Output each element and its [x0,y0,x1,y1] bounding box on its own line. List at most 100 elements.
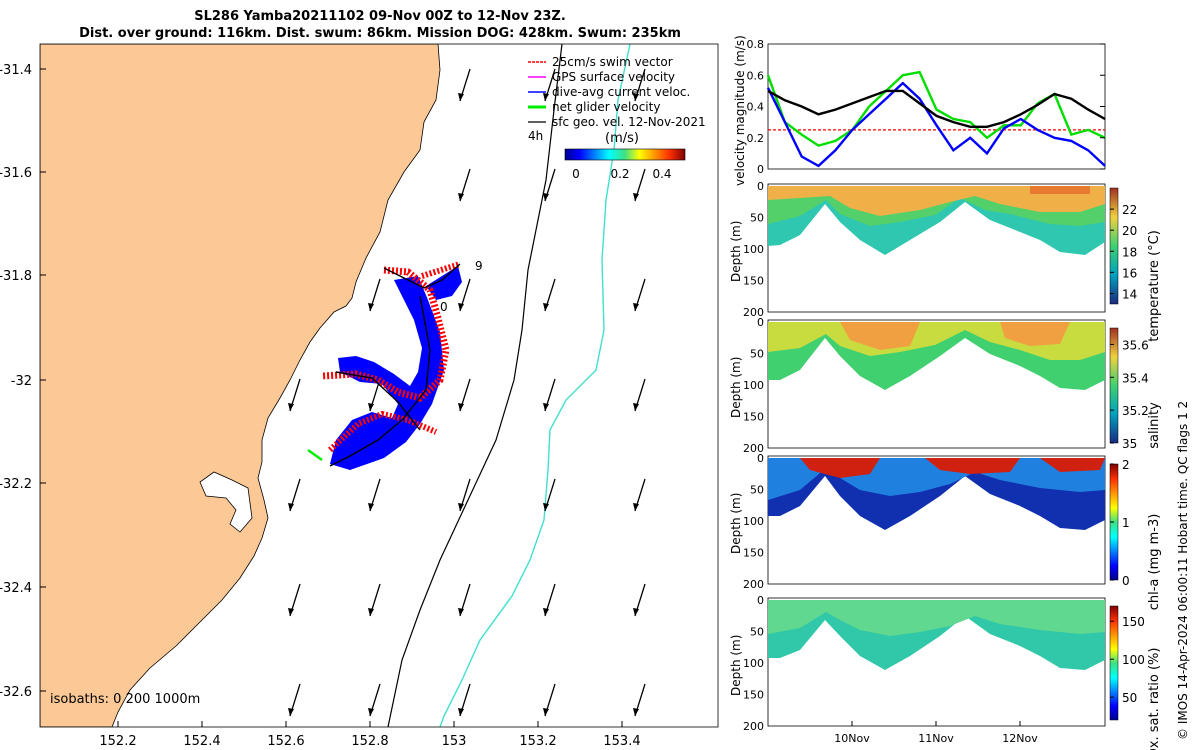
colorbar-tick-label: 0 [1122,574,1130,588]
velocity-tick-label: 0.6 [747,69,765,82]
colorbar-tick-label: 35.2 [1122,404,1149,418]
depth-tick-label: 0 [757,180,764,193]
colorbar-tick-label: 16 [1122,266,1137,280]
current-arrow [633,583,646,617]
current-arrow [633,683,646,717]
depth-axis-label: Depth (m) [729,493,743,554]
chla-section [767,455,1106,585]
current-arrow [633,68,646,102]
velocity-tick-label: 0.4 [747,101,765,114]
colorbar-tick-label: 14 [1122,287,1137,301]
lon-tick-label: 152.4 [183,734,220,749]
velocity-panel: 0 0.2 0.4 0.6 0.8 velocity magnitude (m/s) [733,35,1106,186]
glider-track [307,261,462,470]
speed-colorbar [564,148,686,161]
time-label: 4h [528,129,543,143]
colorbar-tick-label: 150 [1122,615,1145,629]
colorbar-tick-label: 18 [1122,245,1137,259]
colorbar-tick-label: 22 [1122,203,1137,217]
oxygen-surface-layer [768,600,1105,636]
legend-item-current-velocity: dive-avg current veloc. [552,85,690,99]
depth-tick-label: 100 [743,243,764,256]
depth-tick-label: 200 [743,720,764,733]
colorbar-label: chl-a (mg m-3) [1147,514,1162,611]
current-arrow [543,278,556,312]
depth-tick-label: 50 [750,626,764,639]
track-label-end: 0 [440,300,448,314]
isobaths-label: isobaths: 0 200 1000m [50,692,200,707]
depth-tick-label: 200 [743,306,764,319]
section-axes: 0 50 100 150 200 Depth (m) 0 50 100 150 200 Depth (… [729,180,764,733]
current-arrow [368,583,381,617]
chart-subtitle: Dist. over ground: 116km. Dist. swum: 86… [79,26,681,41]
velocity-tick-label: 0.8 [747,38,765,51]
map-panel: 9 0 isobaths: 0 200 1000m 152.2 152.4 152.… [0,43,719,749]
time-tick-label: 11Nov [918,732,954,745]
current-arrow [458,478,471,512]
depth-tick-label: 150 [743,689,764,702]
colorbar-tick-label: 2 [1122,458,1130,472]
velocity-tick-label: 0.2 [747,132,765,145]
colorbar-tick-label: 50 [1122,691,1137,705]
legend-item-geo-velocity: sfc geo. vel. 12-Nov-2021 [552,115,706,129]
current-arrow [458,378,471,412]
current-arrow [368,478,381,512]
current-arrow [543,378,556,412]
map-legend: 25cm/s swim vector GPS surface velocity … [528,55,706,181]
lon-tick-label: 152.2 [99,734,136,749]
salinity-colorbar [1109,327,1119,444]
lat-tick-label: -32.4 [0,581,32,596]
depth-tick-label: 150 [743,411,764,424]
velocity-ylabel: velocity magnitude (m/s) [733,35,747,186]
current-arrow [288,478,301,512]
current-arrow [543,683,556,717]
depth-tick-label: 150 [743,547,764,560]
colorbar-label: salinity [1147,402,1162,449]
current-arrow [543,478,556,512]
land-mass [40,44,441,727]
temperature-section [767,183,1106,313]
current-arrow [633,478,646,512]
current-arrow [633,168,646,202]
depth-tick-label: 150 [743,275,764,288]
lat-tick-label: -32.6 [0,685,32,700]
imos-credit: © IMOS 14-Apr-2024 06:00:11 Hobart time.… [1176,400,1190,740]
current-arrow [458,278,471,312]
isobath-1000 [439,44,631,727]
temperature-surface-layer [768,186,1105,216]
time-tick-label: 10Nov [834,732,870,745]
current-arrow [288,378,301,412]
current-arrow [543,168,556,202]
colorbar-tick-label: 35.6 [1122,338,1149,352]
depth-tick-label: 0 [757,594,764,607]
velocity-y-axis: 0 0.2 0.4 0.6 0.8 [747,38,1105,176]
chart-title: SL286 Yamba20211102 09-Nov 00Z to 12-Nov… [194,9,566,24]
longitude-axis: 152.2 152.4 152.6 152.8 153 153.2 153.4 [99,721,641,749]
depth-tick-label: 0 [757,452,764,465]
salinity-surface-core [840,322,1070,350]
current-arrow [458,68,471,102]
legend-item-gps-velocity: GPS surface velocity [552,70,675,84]
estuary [199,471,253,533]
chla-max-layer [800,458,1105,478]
current-arrow [288,583,301,617]
time-axis: 10Nov 11Nov 12Nov [834,721,1038,745]
lat-tick-label: -31.6 [0,166,32,181]
depth-tick-label: 50 [750,484,764,497]
depth-tick-label: 50 [750,212,764,225]
lat-tick-label: -31.4 [0,63,32,78]
colorbar-label: temperature (°C) [1147,230,1162,342]
depth-tick-label: 100 [743,657,764,670]
depth-axis-label: Depth (m) [729,357,743,418]
colorbar-tick-label: 100 [1122,653,1145,667]
colorbar-tick-label: 35.4 [1122,371,1149,385]
colorbar-tick-label: 1 [1122,516,1130,530]
colorbar-title: (m/s) [605,131,639,146]
colorbar-tick-label: 20 [1122,224,1137,238]
current-arrow [458,168,471,202]
oxygen-section [767,597,1106,727]
track-label-start: 9 [475,259,483,273]
current-arrow [458,583,471,617]
colorbar-tick-label: 35 [1122,437,1137,451]
